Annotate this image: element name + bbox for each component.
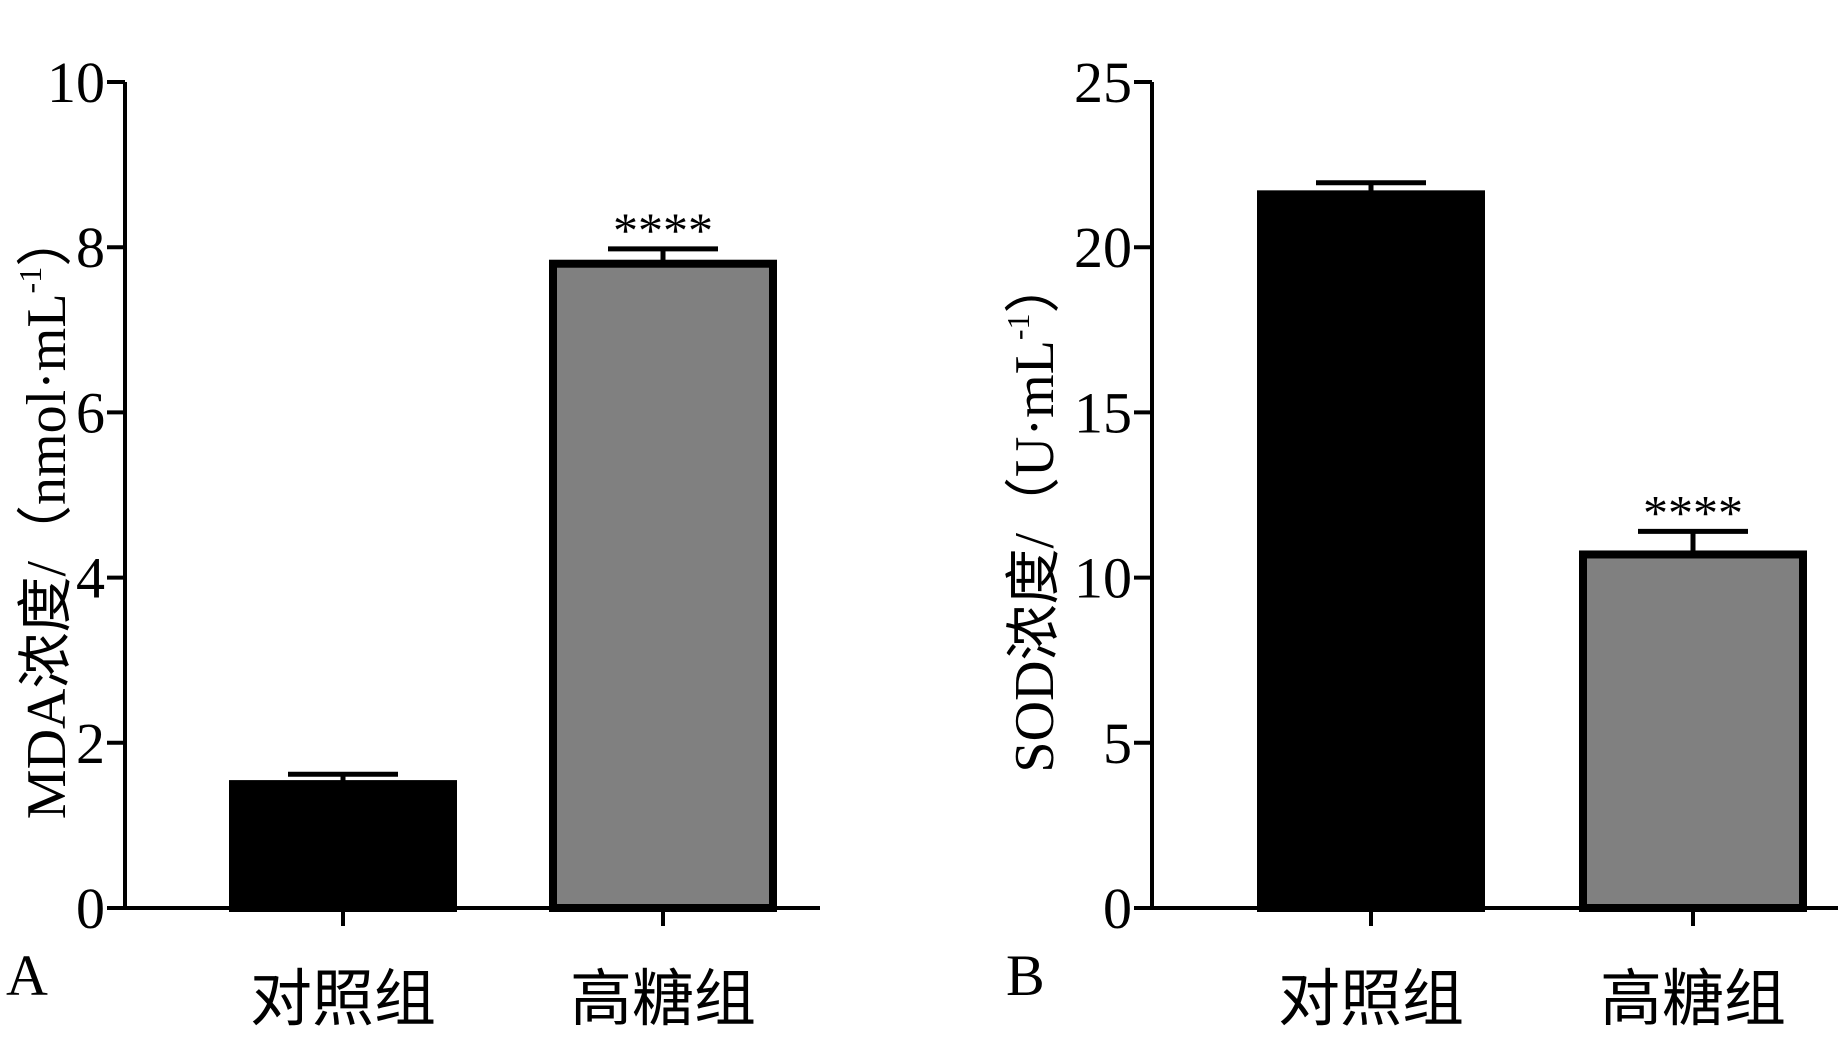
panel-letter: A <box>6 943 48 1008</box>
y-tick-label: 10 <box>1074 546 1132 611</box>
significance-label: **** <box>613 202 713 258</box>
y-tick-label: 0 <box>76 876 105 941</box>
x-category-label: 对照组 <box>1278 966 1464 1034</box>
panel-a: **** 0 2 4 6 8 10 对照组 高糖组 MDA浓度/（nmol·mL-1） A <box>6 50 820 1034</box>
y-tick-label: 25 <box>1074 50 1132 115</box>
significance-label: **** <box>1643 484 1743 540</box>
x-category-label: 高糖组 <box>1600 966 1786 1034</box>
y-tick-label: 4 <box>76 546 105 611</box>
y-tick-label: 6 <box>76 380 105 445</box>
bar-2 <box>549 259 777 913</box>
y-tick-label: 5 <box>1103 711 1132 776</box>
bar-2 <box>1579 550 1807 912</box>
bar-1 <box>1257 190 1485 912</box>
bar-1 <box>229 780 457 912</box>
panel-b: **** 0 5 10 15 20 25 对照组 高糖组 SOD浓度/（U·mL-1） B <box>1000 50 1838 1034</box>
y-tick-label: 20 <box>1074 215 1132 280</box>
x-category-label: 对照组 <box>250 966 436 1034</box>
panel-letter: B <box>1006 943 1045 1008</box>
y-tick-label: 8 <box>76 215 105 280</box>
y-tick-label: 0 <box>1103 876 1132 941</box>
y-tick-label: 2 <box>76 711 105 776</box>
y-axis-title: MDA浓度/（nmol·mL-1） <box>12 211 78 819</box>
y-tick-label: 10 <box>47 50 105 115</box>
y-tick-label: 15 <box>1074 380 1132 445</box>
y-axis-title: SOD浓度/（U·mL-1） <box>1000 257 1066 772</box>
x-category-label: 高糖组 <box>570 966 756 1034</box>
